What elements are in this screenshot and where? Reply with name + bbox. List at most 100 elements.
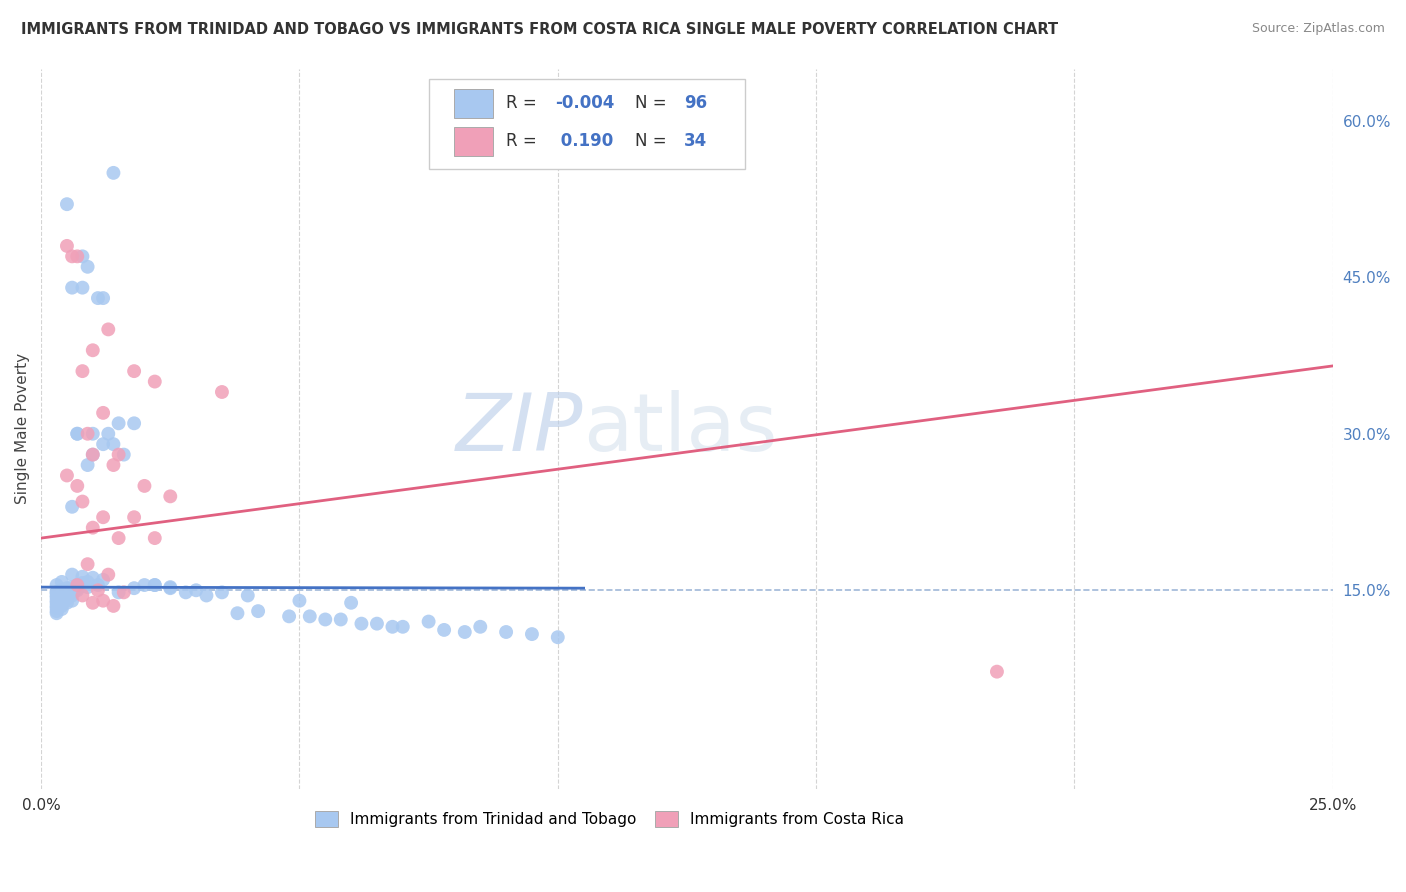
Point [91,573,114,587]
Point [66,479,89,493]
Point [72,494,94,508]
Text: atlas: atlas [583,390,778,467]
Point [60,249,83,263]
Point [159,489,181,503]
Point [66,578,89,592]
Point [45,596,67,610]
Text: 96: 96 [685,95,707,112]
Point [45,578,67,592]
Text: ZIP: ZIP [456,390,583,467]
Point [60,580,83,594]
Point [60,500,83,514]
Point [195,589,218,603]
Text: N =: N = [636,132,672,151]
Point [76,574,98,589]
Point [159,581,181,595]
Point [298,609,321,624]
Point [454,625,477,640]
Point [91,593,114,607]
Point [97,322,120,336]
Point [143,531,166,545]
Point [143,578,166,592]
Point [72,576,94,591]
Legend: Immigrants from Trinidad and Tobago, Immigrants from Costa Rica: Immigrants from Trinidad and Tobago, Imm… [308,803,911,835]
Point [122,417,145,431]
Point [329,612,352,626]
Point [66,583,89,598]
Point [87,291,110,305]
Point [45,601,67,615]
Point [51,593,73,607]
Point [56,581,79,595]
Point [60,567,83,582]
Point [82,521,104,535]
Point [159,580,181,594]
Point [107,531,129,545]
Point [143,375,166,389]
Point [72,280,94,294]
Point [56,586,79,600]
FancyBboxPatch shape [454,89,494,118]
Point [56,197,79,211]
Point [366,616,388,631]
Text: 34: 34 [685,132,707,151]
Text: IMMIGRANTS FROM TRINIDAD AND TOBAGO VS IMMIGRANTS FROM COSTA RICA SINGLE MALE PO: IMMIGRANTS FROM TRINIDAD AND TOBAGO VS I… [21,22,1059,37]
Point [91,510,114,524]
Point [82,426,104,441]
Point [122,364,145,378]
Point [60,593,83,607]
Point [76,458,98,472]
Point [51,597,73,611]
Point [66,581,89,595]
Point [520,627,543,641]
Point [76,260,98,274]
Point [103,437,125,451]
Text: 0.190: 0.190 [555,132,613,151]
Point [247,604,270,618]
Text: R =: R = [506,132,543,151]
Point [82,343,104,358]
Point [107,585,129,599]
Point [56,591,79,605]
Point [76,580,98,594]
Text: R =: R = [506,95,543,112]
Point [45,593,67,607]
Point [211,585,233,599]
Point [134,578,156,592]
Point [82,596,104,610]
FancyBboxPatch shape [454,127,494,156]
Point [60,585,83,599]
Point [87,583,110,598]
Point [97,567,120,582]
Point [76,426,98,441]
Point [381,620,404,634]
Text: N =: N = [636,95,672,112]
Point [103,599,125,613]
Point [433,623,456,637]
Text: Source: ZipAtlas.com: Source: ZipAtlas.com [1251,22,1385,36]
Point [495,625,517,640]
Point [184,583,207,598]
Point [470,620,492,634]
Point [391,620,413,634]
Point [45,589,67,603]
Point [143,578,166,592]
Point [134,479,156,493]
Point [66,249,89,263]
Text: -0.004: -0.004 [555,95,614,112]
Point [547,630,569,644]
Point [72,570,94,584]
Point [236,589,259,603]
Point [350,616,373,631]
Point [56,596,79,610]
Point [288,593,311,607]
Point [56,591,79,606]
FancyBboxPatch shape [429,79,745,169]
Point [107,417,129,431]
Point [174,585,197,599]
Point [82,571,104,585]
Point [51,599,73,613]
Y-axis label: Single Male Poverty: Single Male Poverty [15,353,30,504]
Point [226,606,249,620]
Point [82,448,104,462]
